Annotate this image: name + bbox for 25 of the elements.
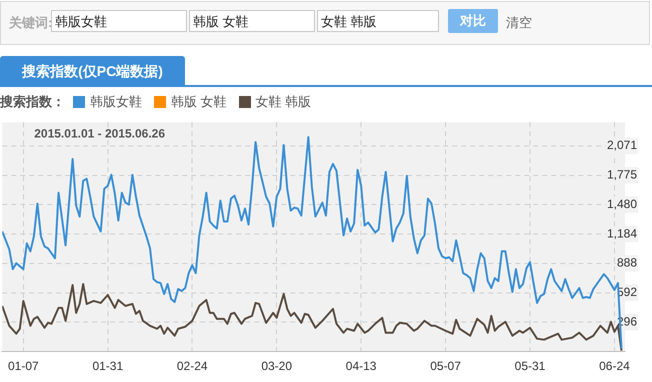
y-tick-label: 1,775 [606, 168, 638, 182]
text: 韩版 女鞋 [189, 10, 315, 32]
x-tick-label: 01-07 [8, 359, 40, 374]
chart-title: 搜索指数(仅PC端数据) [0, 56, 185, 86]
x-tick-label: 01-31 [92, 359, 124, 374]
text: 韩版女鞋 [51, 10, 187, 32]
x-tick-label: 04-13 [346, 359, 377, 374]
y-tick-label: 1,184 [606, 226, 638, 240]
x-tick-label: 05-31 [514, 359, 546, 374]
y-tick-label: 2,071 [606, 138, 638, 152]
text: 女鞋 韩版 [317, 10, 439, 32]
chart-subtitle: 2015.01.01 - 2015.06.26 [34, 126, 166, 141]
legend-label: 女鞋 韩版 [256, 93, 312, 111]
text: 对比 [448, 9, 498, 33]
x-tick-label: 05-07 [430, 359, 462, 374]
legend-label: 韩版 女鞋 [171, 93, 227, 111]
y-tick-label: 1,480 [606, 196, 638, 211]
x-tick-label: 06-24 [599, 359, 630, 374]
x-tick-label: 03-20 [261, 359, 292, 374]
x-tick-label: 02-24 [176, 359, 208, 374]
legend-label: 韩版女鞋 [90, 93, 142, 111]
legend-title: 搜索指数： [0, 93, 65, 111]
text: 清空 [506, 14, 532, 32]
y-tick-label: 888 [616, 256, 638, 270]
text: 关键词: [9, 14, 52, 32]
